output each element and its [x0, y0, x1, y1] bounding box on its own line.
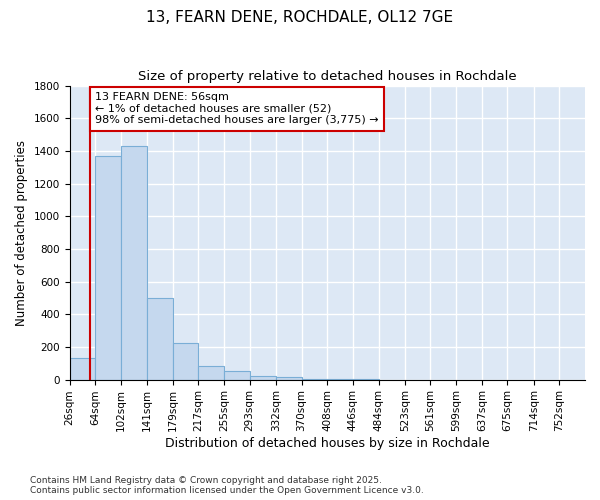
Bar [199, 366, 224, 380]
Y-axis label: Number of detached properties: Number of detached properties [15, 140, 28, 326]
Text: 13, FEARN DENE, ROCHDALE, OL12 7GE: 13, FEARN DENE, ROCHDALE, OL12 7GE [146, 10, 454, 25]
X-axis label: Distribution of detached houses by size in Rochdale: Distribution of detached houses by size … [165, 437, 490, 450]
Bar [276, 377, 302, 380]
Bar [147, 298, 173, 380]
Bar [250, 376, 276, 380]
Text: Contains HM Land Registry data © Crown copyright and database right 2025.
Contai: Contains HM Land Registry data © Crown c… [30, 476, 424, 495]
Title: Size of property relative to detached houses in Rochdale: Size of property relative to detached ho… [138, 70, 517, 83]
Bar [224, 372, 250, 380]
Bar [173, 343, 199, 380]
Bar [302, 379, 327, 380]
Bar [95, 156, 121, 380]
Bar [121, 146, 147, 380]
Bar [70, 358, 95, 380]
Text: 13 FEARN DENE: 56sqm
← 1% of detached houses are smaller (52)
98% of semi-detach: 13 FEARN DENE: 56sqm ← 1% of detached ho… [95, 92, 379, 126]
